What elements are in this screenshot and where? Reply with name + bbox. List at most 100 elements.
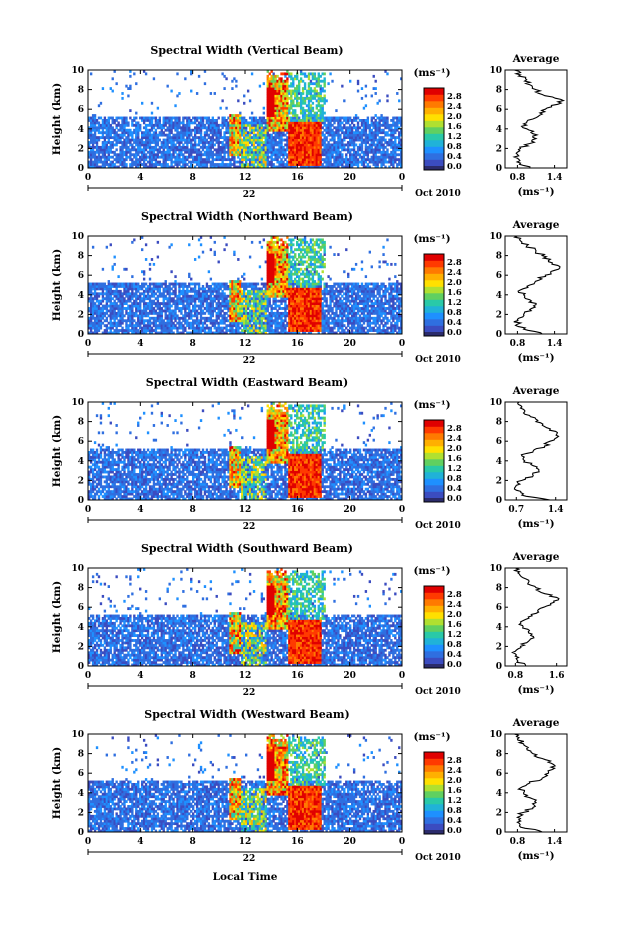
heatmap-cell [115,307,118,310]
heatmap-cell [217,165,220,169]
heatmap-cell [239,111,242,115]
heatmap-cell [174,121,177,125]
heatmap-cell [193,314,197,318]
heatmap-cell [241,297,244,301]
heatmap-cell [233,121,236,125]
heatmap-cell [199,316,203,320]
heatmap-cell [129,128,132,132]
heatmap-cell [105,302,109,305]
heatmap-cell [129,329,132,332]
heatmap-cell [272,126,275,130]
heatmap-cell [303,138,307,142]
heatmap-cell [121,307,124,310]
heatmap-cell [233,158,236,162]
heatmap-cell [354,150,358,154]
heatmap-cell [111,282,114,286]
heatmap-cell [254,145,258,149]
heatmap-cell [195,326,199,330]
heatmap-cell [182,153,185,157]
heatmap-cell [109,285,112,288]
heatmap-cell [129,84,132,88]
heatmap-cell [184,309,187,313]
heatmap-cell [88,155,91,159]
heatmap-cell [284,119,287,122]
heatmap-cell [225,121,228,125]
heatmap-cell [199,304,203,308]
heatmap-cell [301,101,305,105]
heatmap-cell [107,321,110,325]
heatmap-cell [117,309,120,313]
heatmap-cell [235,287,238,291]
heatmap-cell [327,160,330,164]
heatmap-cell [95,155,99,159]
heatmap-cell [121,136,124,139]
heatmap-cell [335,148,338,152]
heatmap-cell [101,119,105,122]
heatmap-cell [152,287,156,291]
heatmap-cell [201,294,205,298]
heatmap-cell [276,84,279,88]
heatmap-cell [384,158,387,162]
heatmap-cell [227,153,230,157]
heatmap-cell [89,297,93,301]
colorbar-tick-label: 2.8 [447,92,462,102]
heatmap-cell [278,136,281,139]
heatmap-cell [245,128,248,132]
heatmap-cell [101,292,105,296]
heatmap-cell [290,119,293,122]
heatmap-cell [162,143,165,147]
heatmap-cell [390,155,393,159]
heatmap-cell [311,77,315,81]
heatmap-cell [313,89,317,93]
heatmap-cell [321,109,324,113]
heatmap-cell [268,111,271,115]
heatmap-cell [180,309,183,313]
heatmap-cell [315,77,319,81]
heatmap-cell [317,101,320,105]
heatmap-cell [121,143,124,147]
heatmap-cell [266,92,269,95]
heatmap-cell [154,153,158,157]
heatmap-cell [197,297,201,301]
heatmap-cell [166,329,169,332]
heatmap-cell [123,138,126,142]
heatmap-cell [321,72,324,76]
heatmap-cell [398,126,401,130]
heatmap-cell [217,294,220,298]
heatmap-cell [193,160,197,164]
heatmap-cell [170,148,173,152]
heatmap-cell [186,302,189,305]
y-tick-label: 0 [78,164,84,174]
heatmap-cell [150,258,154,261]
heatmap-cell [140,309,144,313]
heatmap-cell [360,163,364,166]
heatmap-cell [135,292,138,296]
heatmap-cell [123,329,126,332]
heatmap-cell [93,158,97,162]
heatmap-cell [89,326,93,330]
heatmap-cell [297,155,301,159]
heatmap-cell [129,158,132,162]
heatmap-cell [398,145,401,149]
heatmap-cell [398,99,401,103]
heatmap-cell [205,128,209,132]
heatmap-cell [252,148,256,152]
heatmap-cell [268,79,271,83]
heatmap-cell [309,104,313,108]
heatmap-cell [89,141,93,144]
heatmap-cell [245,282,248,286]
heatmap-cell [101,304,105,308]
heatmap-cell [142,285,146,288]
heatmap-cell [178,321,181,325]
heatmap-cell [160,316,163,320]
heatmap-cell [97,282,101,286]
heatmap-cell [186,299,189,303]
heatmap-cell [142,321,146,325]
heatmap-cell [99,123,103,127]
heatmap-cell [89,282,93,286]
heatmap-cell [303,82,307,86]
heatmap-cell [233,304,236,308]
heatmap-cell [223,148,226,152]
heatmap-cell [360,138,364,142]
heatmap-cell [270,109,273,113]
